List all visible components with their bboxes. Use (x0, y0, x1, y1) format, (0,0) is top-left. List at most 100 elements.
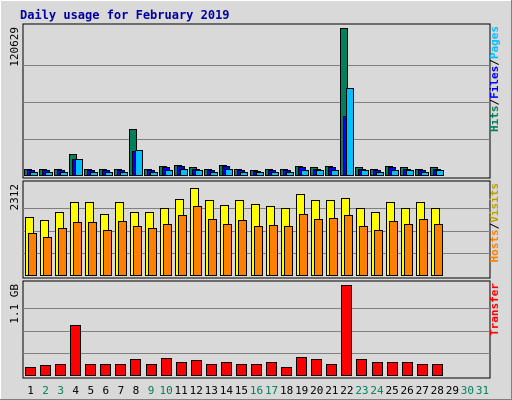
pages-bar (45, 172, 53, 176)
panel-visits-sites: 2312 Hosts/Visits (8, 180, 501, 279)
kbytes-bar (85, 364, 96, 376)
sites-bar (73, 222, 82, 276)
kbytes-bar (311, 359, 322, 376)
x-tick-label: 10 (159, 384, 172, 397)
x-tick-label: 5 (87, 384, 94, 397)
kbytes-bar (251, 364, 262, 376)
kbytes-bar (40, 365, 51, 376)
pages-bar (150, 172, 158, 176)
pages-bar (346, 88, 354, 176)
sites-bar (163, 224, 172, 276)
x-tick-label: 30 (461, 384, 474, 397)
x-tick-label: 15 (235, 384, 248, 397)
x-tick-label: 9 (148, 384, 155, 397)
pages-bar (135, 150, 143, 176)
x-tick-label: 18 (280, 384, 293, 397)
x-tick-label: 17 (265, 384, 278, 397)
sites-bar (238, 220, 247, 276)
pages-bar (165, 170, 173, 176)
x-tick-label: 29 (446, 384, 459, 397)
pages-bar (286, 172, 294, 176)
sites-bar (103, 230, 112, 276)
side-legend-part: Visits (488, 183, 501, 223)
kbytes-bar (130, 359, 141, 376)
kbytes-bar (146, 364, 157, 376)
x-tick-label: 21 (325, 384, 338, 397)
sites-bar (254, 226, 263, 276)
side-legend-part: / (488, 59, 501, 66)
kbytes-bar (341, 285, 352, 376)
x-tick-label: 24 (370, 384, 384, 397)
side-legend: Hits/Files/Pages (488, 26, 501, 132)
side-legend: Transfer (488, 283, 501, 336)
kbytes-bar (176, 362, 187, 376)
sites-bar (178, 215, 187, 276)
kbytes-bar (402, 362, 413, 376)
pages-bar (75, 159, 83, 176)
x-tick-label: 3 (57, 384, 64, 397)
x-tick-label: 26 (401, 384, 414, 397)
x-tick-label: 20 (310, 384, 323, 397)
x-tick-label: 4 (72, 384, 79, 397)
kbytes-bar (372, 362, 383, 376)
pages-bar (105, 172, 113, 176)
x-tick-label: 25 (385, 384, 398, 397)
x-tick-label: 14 (220, 384, 234, 397)
kbytes-bar (25, 367, 36, 376)
sites-bar (43, 237, 52, 276)
x-tick-label: 8 (133, 384, 140, 397)
sites-bar (419, 219, 428, 276)
x-tick-label: 22 (340, 384, 353, 397)
sites-bar (223, 224, 232, 276)
pages-bar (391, 170, 399, 176)
kbytes-bar (161, 358, 172, 376)
y-max-label: 1.1 GB (8, 284, 21, 324)
x-tick-label: 12 (190, 384, 203, 397)
kbytes-bar (387, 362, 398, 376)
sites-bar (344, 215, 353, 276)
pages-bar (316, 170, 324, 176)
x-tick-label: 31 (476, 384, 489, 397)
chart-title: Daily usage for February 2019 (20, 8, 230, 22)
sites-bar (148, 228, 157, 276)
kbytes-bar (417, 364, 428, 376)
x-tick-label: 16 (250, 384, 263, 397)
side-legend-part: Files (488, 66, 501, 99)
pages-bar (225, 169, 233, 176)
pages-bar (376, 172, 384, 176)
pages-bar (256, 172, 264, 176)
panel-hits-files-pages: 120629 Hits/Files/Pages (8, 23, 501, 179)
kbytes-bar (296, 357, 307, 376)
sites-bar (434, 224, 443, 276)
x-tick-label: 1 (27, 384, 34, 397)
kbytes-bar (55, 364, 66, 376)
kbytes-bar (236, 364, 247, 376)
sites-bar (389, 221, 398, 276)
chart-panels: 120629 Hits/Files/Pages 2312 Hosts/Visits 1.… (8, 23, 501, 379)
y-max-label: 120629 (8, 27, 21, 67)
sites-bar (88, 222, 97, 276)
x-tick-label: 23 (355, 384, 368, 397)
side-legend-part: Hits (488, 106, 501, 133)
side-legend-part: / (488, 99, 501, 106)
kbytes-bar (281, 367, 292, 376)
kbytes-bar (266, 362, 277, 376)
pages-bar (240, 172, 248, 176)
side-legend-part: / (488, 222, 501, 229)
x-tick-label: 11 (175, 384, 188, 397)
pages-bar (301, 170, 309, 176)
kbytes-bar (356, 359, 367, 376)
pages-bar (361, 170, 369, 176)
x-tick-label: 6 (103, 384, 110, 397)
sites-bar (359, 226, 368, 276)
panel-frame (22, 280, 491, 379)
y-max-label: 2312 (8, 184, 21, 211)
pages-bar (436, 170, 444, 176)
sites-bar (58, 228, 67, 276)
panel-frame (22, 23, 491, 179)
sites-bar (208, 219, 217, 276)
side-legend: Hosts/Visits (488, 183, 501, 263)
sites-bar (118, 221, 127, 276)
pages-bar (195, 170, 203, 176)
